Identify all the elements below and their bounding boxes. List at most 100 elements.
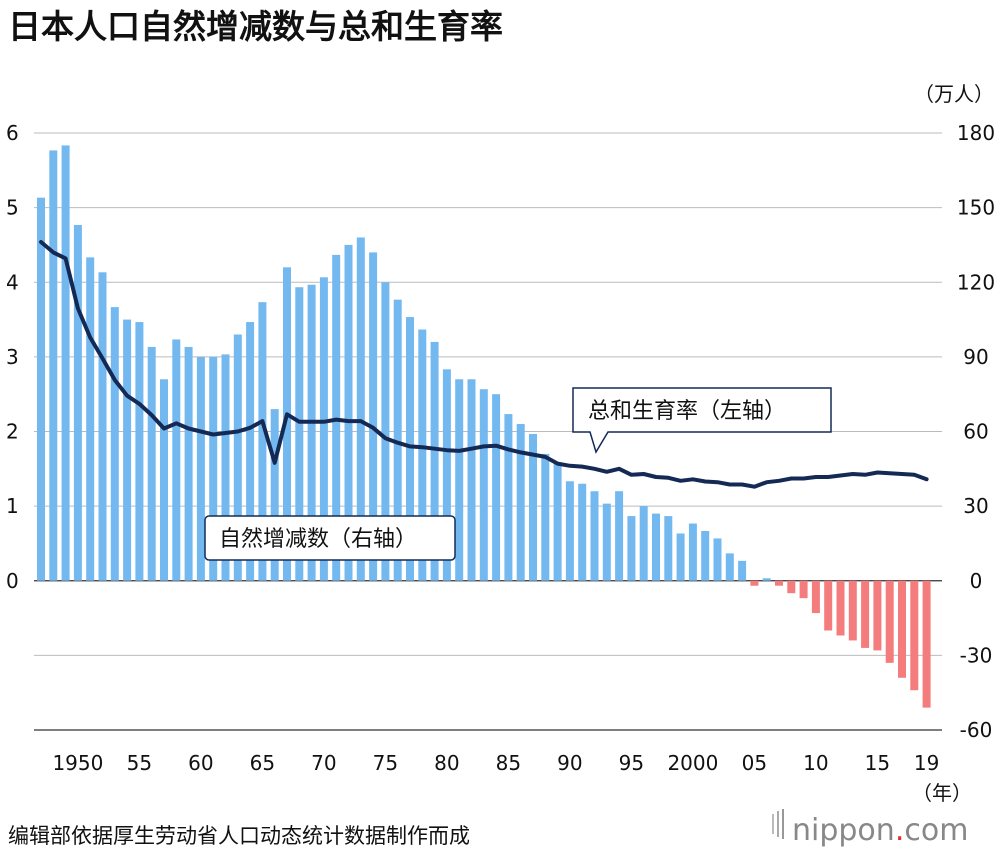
bar xyxy=(479,389,488,581)
right-tick-label: -30 xyxy=(960,643,993,667)
bar xyxy=(639,506,648,581)
fertility-line-group xyxy=(39,240,929,489)
x-tick-label: 70 xyxy=(311,751,336,775)
x-tick-label: 75 xyxy=(373,751,398,775)
bar xyxy=(861,580,870,648)
bar xyxy=(61,145,70,581)
bar xyxy=(541,453,550,581)
bar xyxy=(688,523,697,581)
left-tick-label: 3 xyxy=(6,345,19,369)
bar xyxy=(430,341,439,581)
bar xyxy=(848,580,857,641)
bar xyxy=(836,580,845,636)
x-tick-label: 19 xyxy=(914,751,939,775)
left-tick-label: 0 xyxy=(6,569,19,593)
bar xyxy=(529,433,537,581)
bar xyxy=(738,560,747,581)
bar xyxy=(824,580,833,631)
bar xyxy=(184,346,193,581)
left-tick-label: 5 xyxy=(6,196,19,220)
bar xyxy=(762,578,771,581)
bar xyxy=(172,339,181,581)
bar xyxy=(406,317,414,581)
brand-text: nippon.com xyxy=(792,813,968,848)
x-tick-label: 85 xyxy=(496,751,521,775)
bar xyxy=(492,394,501,581)
bar xyxy=(885,580,894,663)
logo-bar-2 xyxy=(777,811,779,837)
left-tick-label: 2 xyxy=(6,420,19,444)
callout-natural: 自然增减数（右轴） xyxy=(204,515,456,561)
right-tick-label: -60 xyxy=(960,718,993,742)
bar xyxy=(922,580,931,708)
left-tick-label: 4 xyxy=(6,270,19,294)
x-tick-label: 95 xyxy=(619,751,644,775)
source-note: 编辑部依据厚生劳动省人口动态统计数据制作而成 xyxy=(8,824,470,848)
bar xyxy=(37,197,45,581)
bar xyxy=(504,414,513,581)
bar xyxy=(811,580,820,614)
left-axis-ticks: 0 1 2 3 4 5 6 xyxy=(6,121,19,593)
bar xyxy=(602,503,611,581)
bar xyxy=(393,299,402,581)
bar xyxy=(147,346,156,581)
bar xyxy=(295,287,304,581)
bar xyxy=(553,463,562,581)
bar xyxy=(73,225,82,581)
bar xyxy=(49,150,58,581)
right-tick-label: 180 xyxy=(957,121,995,145)
bar xyxy=(270,409,279,581)
bar xyxy=(565,481,574,581)
bar xyxy=(516,424,525,581)
bar xyxy=(209,356,218,581)
bar xyxy=(467,379,476,581)
bar xyxy=(442,369,451,581)
x-axis-ticks: 1950 55 60 65 70 75 80 85 90 95 2000 05 10 15 19 xyxy=(52,751,939,775)
bars-natural-change xyxy=(37,145,931,708)
bar xyxy=(664,516,673,581)
left-tick-label: 1 xyxy=(6,494,19,518)
bar xyxy=(221,354,230,581)
bar xyxy=(233,334,242,581)
bar xyxy=(196,356,205,581)
bar xyxy=(725,553,734,581)
bar xyxy=(615,491,624,581)
x-tick-label: 65 xyxy=(250,751,275,775)
callout-natural-box xyxy=(204,515,456,561)
bar xyxy=(787,580,796,594)
bar xyxy=(652,513,660,581)
bar xyxy=(750,580,759,586)
bar xyxy=(873,580,882,651)
x-tick-label: 55 xyxy=(127,751,152,775)
right-tick-label: 90 xyxy=(963,345,988,369)
x-tick-label: 90 xyxy=(557,751,582,775)
bar xyxy=(578,483,587,581)
right-tick-label: 0 xyxy=(970,569,983,593)
bar xyxy=(775,580,783,586)
x-tick-label: 60 xyxy=(188,751,213,775)
bar xyxy=(701,531,710,581)
x-tick-label: 10 xyxy=(803,751,828,775)
x-tick-label: 15 xyxy=(865,751,890,775)
bar xyxy=(910,580,919,691)
callout-natural-label: 自然增减数（右轴） xyxy=(219,527,417,552)
bar xyxy=(98,272,107,581)
bar xyxy=(110,307,119,581)
nippon-logo: nippon.com xyxy=(772,809,968,848)
logo-bar-1 xyxy=(772,814,774,834)
right-tick-label: 120 xyxy=(957,270,995,294)
bar xyxy=(160,379,168,581)
bar xyxy=(713,538,722,581)
bar xyxy=(135,322,144,581)
bar xyxy=(627,516,636,581)
bar xyxy=(86,257,95,581)
fertility-line xyxy=(39,240,929,489)
bar xyxy=(246,322,255,581)
logo-bar-3 xyxy=(782,809,784,839)
x-tick-label: 1950 xyxy=(52,751,103,775)
bar xyxy=(418,329,427,581)
chart-title: 日本人口自然增减数与总和生育率 xyxy=(8,7,503,46)
bar xyxy=(283,267,291,581)
x-tick-label: 05 xyxy=(742,751,767,775)
